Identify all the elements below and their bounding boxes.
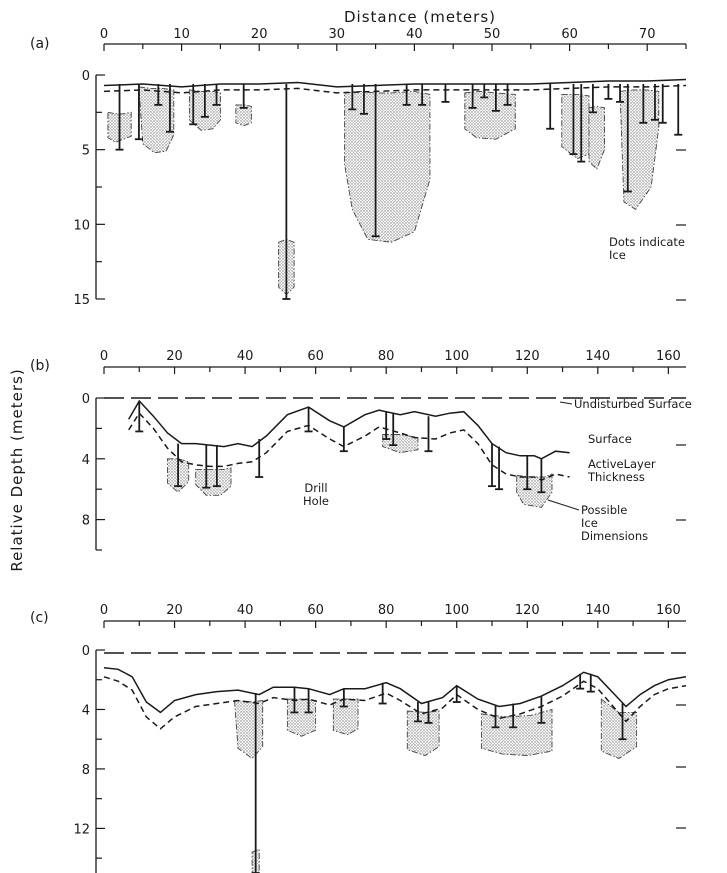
x-tick-label: 70 (639, 27, 656, 42)
ice-region (382, 434, 419, 454)
y-tick-label: 0 (82, 644, 90, 659)
annotation: ActiveLayer (588, 457, 656, 471)
annotation-arrow (559, 401, 573, 405)
annotation: Drill (304, 481, 327, 495)
x-axis-title: Distance (meters) (344, 8, 496, 26)
y-tick-label: 4 (82, 703, 90, 718)
series-line (103, 84, 687, 94)
x-tick-label: 120 (515, 349, 540, 364)
annotation: Undisturbed Surface (574, 397, 692, 411)
panel-label: (b) (30, 358, 50, 374)
ice-region (480, 708, 553, 757)
annotation: Ice (581, 516, 598, 530)
series-line (103, 667, 687, 714)
ice-region (195, 467, 232, 496)
x-tick-label: 20 (166, 603, 183, 618)
y-tick-label: 4 (82, 453, 90, 468)
panel-b: (b) 0 20 40 60 80 100 120 140 160 0 4 8 Undisturbed S… (30, 349, 692, 551)
x-tick-label: 100 (444, 603, 469, 618)
x-tick-label: 0 (100, 27, 108, 42)
x-tick-label: 40 (406, 27, 423, 42)
series-line (103, 78, 687, 88)
y-tick-label: 0 (82, 392, 90, 407)
x-tick-label: 20 (166, 349, 183, 364)
annotation: Ice (609, 248, 626, 262)
x-tick-label: 60 (307, 603, 324, 618)
annotation: Thickness (587, 470, 645, 484)
x-tick-label: 60 (561, 27, 578, 42)
ice-region (138, 86, 175, 154)
ice-region (619, 89, 660, 211)
y-tick-label: 12 (73, 822, 90, 837)
x-tick-label: 80 (378, 603, 395, 618)
ice-region (235, 104, 252, 127)
y-tick-label: 5 (82, 144, 90, 159)
x-tick-label: 20 (251, 27, 268, 42)
annotation: Surface (588, 432, 632, 446)
ice-region (561, 93, 590, 160)
x-tick-label: 10 (173, 27, 190, 42)
annotation: Hole (303, 494, 329, 508)
annotation-arrow (547, 499, 580, 511)
ice-region (234, 699, 264, 760)
x-tick-label: 30 (329, 27, 346, 42)
series-surface (128, 399, 570, 460)
x-tick-label: 40 (237, 603, 254, 618)
x-tick-label: 160 (656, 349, 681, 364)
x-tick-label: 80 (378, 349, 395, 364)
y-tick-label: 0 (82, 69, 90, 84)
series-line (103, 676, 687, 730)
annotation: Dots indicate (609, 235, 685, 249)
x-tick-label: 160 (656, 603, 681, 618)
x-tick-label: 0 (100, 603, 108, 618)
x-tick-label: 140 (585, 349, 610, 364)
y-tick-label: 8 (82, 763, 90, 778)
panel-c: (c) 0 20 40 60 80 100 120 140 160 0 4 8 12 (30, 603, 687, 873)
panel-label: (a) (30, 36, 50, 52)
x-tick-label: 50 (484, 27, 501, 42)
ice-region (588, 105, 605, 170)
ice-region (600, 698, 638, 760)
x-tick-label: 40 (237, 349, 254, 364)
ice-region (286, 698, 317, 737)
ice-region (516, 473, 553, 508)
x-tick-label: 100 (444, 349, 469, 364)
annotation: Dimensions (581, 529, 648, 543)
ice-region (406, 710, 440, 757)
x-tick-label: 140 (585, 603, 610, 618)
x-tick-label: 120 (515, 603, 540, 618)
y-tick-label: 15 (73, 293, 90, 308)
ice-region (332, 698, 359, 736)
y-tick-label: 8 (82, 514, 90, 529)
ice-region (464, 90, 516, 140)
annotation: Possible (581, 503, 627, 517)
ice-region (344, 90, 431, 243)
y-tick-label: 10 (73, 218, 90, 233)
y-axis-title: Relative Depth (meters) (8, 368, 26, 571)
x-tick-label: 0 (100, 349, 108, 364)
x-tick-label: 60 (307, 349, 324, 364)
panel-label: (c) (30, 610, 49, 626)
